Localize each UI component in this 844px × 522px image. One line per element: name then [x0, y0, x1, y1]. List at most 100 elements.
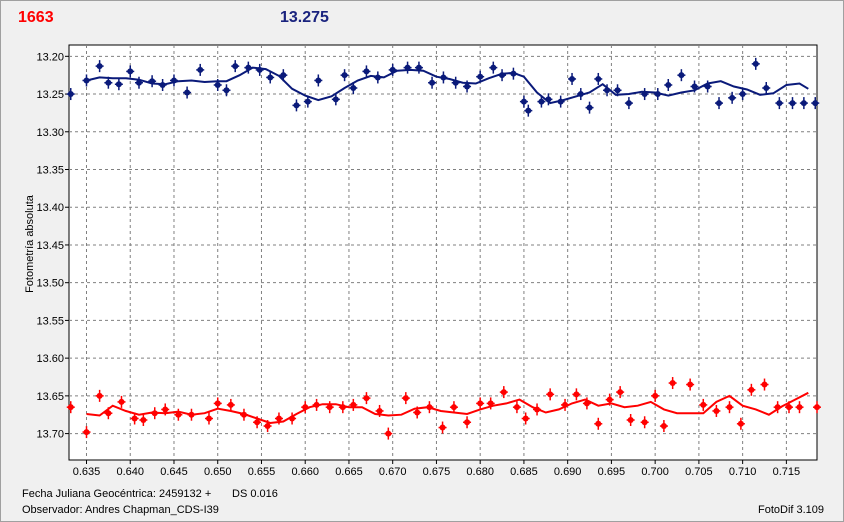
data-point — [240, 411, 247, 418]
observer-label: Observador: Andres Chapman_CDS-I39 — [22, 504, 219, 516]
y-tick-label: 13.55 — [36, 315, 64, 327]
data-point — [678, 72, 685, 79]
data-point — [761, 381, 768, 388]
data-point — [538, 98, 545, 105]
data-point — [525, 107, 532, 114]
y-tick-label: 13.65 — [36, 391, 64, 403]
data-point — [275, 415, 282, 422]
data-point — [577, 91, 584, 98]
data-point — [350, 401, 357, 408]
data-point — [796, 404, 803, 411]
data-point — [726, 404, 733, 411]
data-point — [716, 100, 723, 107]
data-point — [812, 100, 819, 107]
data-point — [140, 417, 147, 424]
data-point — [389, 66, 396, 73]
data-point — [67, 91, 74, 98]
data-point — [691, 83, 698, 90]
y-tick-label: 13.60 — [36, 353, 64, 365]
data-point — [96, 63, 103, 70]
data-point — [534, 406, 541, 413]
data-point — [293, 102, 300, 109]
data-point — [595, 420, 602, 427]
y-tick-label: 13.35 — [36, 165, 64, 177]
data-point — [83, 429, 90, 436]
grid — [69, 45, 817, 460]
data-point — [304, 98, 311, 105]
x-tick-label: 0.660 — [291, 466, 319, 478]
data-point — [184, 89, 191, 96]
mean-magnitude-label: 13.275 — [280, 9, 329, 26]
data-point — [149, 78, 156, 85]
data-point — [385, 430, 392, 437]
data-point — [96, 392, 103, 399]
data-point — [332, 96, 339, 103]
data-point — [490, 64, 497, 71]
x-tick-label: 0.705 — [685, 466, 713, 478]
plot-area — [68, 44, 818, 461]
data-point — [350, 85, 357, 92]
data-point — [625, 100, 632, 107]
data-point — [452, 79, 459, 86]
data-point — [118, 398, 125, 405]
data-point — [774, 404, 781, 411]
data-point — [223, 87, 230, 94]
data-point — [487, 400, 494, 407]
data-point — [665, 81, 672, 88]
data-point — [170, 77, 177, 84]
data-point — [267, 74, 274, 81]
data-point — [105, 79, 112, 86]
data-point — [641, 419, 648, 426]
data-point — [214, 400, 221, 407]
data-point — [67, 404, 74, 411]
data-point — [188, 411, 195, 418]
data-point — [404, 64, 411, 71]
data-point — [105, 410, 112, 417]
x-tick-label: 0.650 — [204, 466, 232, 478]
data-point — [280, 72, 287, 79]
data-point — [763, 85, 770, 92]
data-point — [583, 400, 590, 407]
data-point — [557, 98, 564, 105]
x-tick-label: 0.640 — [116, 466, 144, 478]
y-tick-label: 13.50 — [36, 278, 64, 290]
data-point — [614, 87, 621, 94]
x-tick-label: 0.675 — [423, 466, 451, 478]
data-point — [83, 77, 90, 84]
data-point — [135, 79, 142, 86]
data-point — [374, 74, 381, 81]
data-point — [800, 100, 807, 107]
y-tick-label: 13.20 — [36, 51, 64, 63]
fit-line — [86, 391, 809, 425]
x-tick-label: 0.690 — [554, 466, 582, 478]
data-point — [232, 63, 239, 70]
data-point — [510, 70, 517, 77]
data-point — [315, 77, 322, 84]
data-point — [748, 386, 755, 393]
data-point — [450, 404, 457, 411]
data-point — [245, 64, 252, 71]
data-point — [159, 81, 166, 88]
data-point — [617, 389, 624, 396]
data-point — [739, 91, 746, 98]
data-point — [595, 75, 602, 82]
x-tick-label: 0.635 — [73, 466, 101, 478]
y-tick-label: 13.25 — [36, 89, 64, 101]
y-tick-label: 13.45 — [36, 240, 64, 252]
data-point — [522, 415, 529, 422]
data-point — [376, 407, 383, 414]
data-point — [562, 401, 569, 408]
x-tick-label: 0.645 — [160, 466, 188, 478]
data-point — [214, 81, 221, 88]
data-point — [429, 79, 436, 86]
data-point — [341, 72, 348, 79]
y-tick-label: 13.70 — [36, 429, 64, 441]
data-point — [127, 68, 134, 75]
data-point — [426, 404, 433, 411]
data-point — [569, 75, 576, 82]
data-point — [669, 380, 676, 387]
data-point — [477, 73, 484, 80]
data-point — [513, 404, 520, 411]
data-point — [606, 396, 613, 403]
data-point — [464, 83, 471, 90]
